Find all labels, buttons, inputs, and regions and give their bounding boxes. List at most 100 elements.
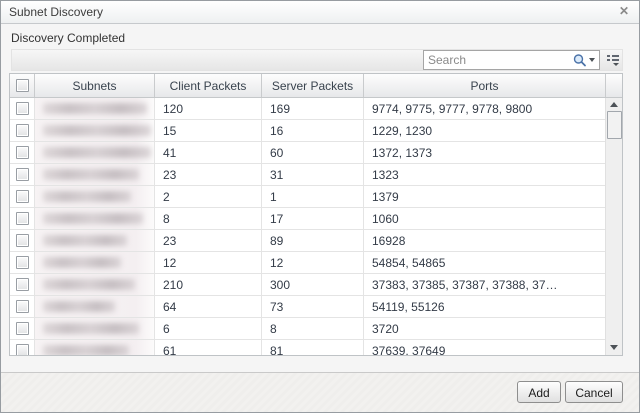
cell-ports: 1229, 1230 [372, 123, 433, 138]
cell-server-packets: 81 [262, 340, 364, 355]
row-checkbox[interactable] [15, 124, 29, 137]
cell-client-packets: 2 [155, 186, 262, 207]
scroll-up-button[interactable] [606, 98, 622, 110]
cell-server-packets: 16 [262, 120, 364, 141]
cell-client-packets: 8 [155, 208, 262, 229]
cell-client-packets: 6 [155, 318, 262, 339]
subnet-blurred-text [43, 169, 139, 180]
cell-client-packets: 210 [155, 274, 262, 295]
footer: Add Cancel [1, 373, 639, 412]
header-select-all-cell [10, 74, 35, 97]
subnet-table: Subnets Client Packets Server Packets Po… [9, 73, 623, 356]
select-all-checkbox[interactable] [15, 79, 29, 92]
status-text: Discovery Completed [11, 31, 126, 45]
table-row[interactable]: 2 1 1379 [10, 186, 622, 208]
row-checkbox[interactable] [15, 300, 29, 313]
row-checkbox[interactable] [15, 278, 29, 291]
table-row[interactable]: 12 12 54854, 54865 [10, 252, 622, 274]
header-subnets-label: Subnets [72, 78, 117, 93]
cell-ports: 1372, 1373 [372, 145, 433, 160]
header-ports[interactable]: Ports [364, 74, 606, 97]
subnet-blurred-text [43, 235, 127, 246]
cell-server-packets: 73 [262, 296, 364, 317]
cell-ports: 37383, 37385, 37387, 37388, 37… [372, 277, 558, 292]
table-row[interactable]: 23 89 16928 [10, 230, 622, 252]
table-body: 120 169 9774, 9775, 9777, 9778, 9800 15 16 12… [10, 98, 622, 355]
column-chooser-icon[interactable] [605, 53, 621, 67]
cell-client-packets: 23 [155, 164, 262, 185]
subnet-blurred-text [43, 147, 151, 158]
row-checkbox-cell [10, 318, 35, 339]
table-row[interactable]: 61 81 37639, 37649 [10, 340, 622, 355]
cell-server-packets: 300 [262, 274, 364, 295]
row-checkbox-cell [10, 252, 35, 273]
row-checkbox-cell [10, 230, 35, 251]
row-checkbox[interactable] [15, 168, 29, 181]
toolbar [11, 49, 623, 71]
scroll-down-button[interactable] [606, 341, 622, 353]
subnet-blurred-text [43, 213, 143, 224]
row-checkbox-cell [10, 186, 35, 207]
cell-ports: 54119, 55126 [372, 299, 445, 314]
row-checkbox[interactable] [15, 190, 29, 203]
cell-subnet [35, 230, 155, 251]
close-icon[interactable]: ✕ [618, 4, 630, 18]
table-row[interactable]: 210 300 37383, 37385, 37387, 37388, 37… [10, 274, 622, 296]
header-client-packets[interactable]: Client Packets [155, 74, 262, 97]
cancel-button[interactable]: Cancel [565, 381, 623, 403]
search-input[interactable] [424, 53, 572, 67]
row-checkbox[interactable] [15, 322, 29, 335]
row-checkbox[interactable] [15, 146, 29, 159]
cell-client-packets: 61 [155, 340, 262, 355]
cell-ports: 1060 [372, 211, 399, 226]
cell-server-packets: 1 [262, 186, 364, 207]
cell-subnet [35, 208, 155, 229]
cell-subnet [35, 186, 155, 207]
header-server-packets[interactable]: Server Packets [262, 74, 364, 97]
search-options-chevron-down-icon[interactable] [589, 58, 595, 62]
cell-subnet [35, 318, 155, 339]
row-checkbox-cell [10, 142, 35, 163]
table-row[interactable]: 23 31 1323 [10, 164, 622, 186]
table-row[interactable]: 41 60 1372, 1373 [10, 142, 622, 164]
cell-server-packets: 89 [262, 230, 364, 251]
table-row[interactable]: 15 16 1229, 1230 [10, 120, 622, 142]
table-row[interactable]: 120 169 9774, 9775, 9777, 9778, 9800 [10, 98, 622, 120]
cell-subnet [35, 296, 155, 317]
table-row[interactable]: 6 8 3720 [10, 318, 622, 340]
window-title: Subnet Discovery [9, 5, 104, 19]
vertical-scrollbar[interactable] [605, 98, 622, 355]
table-row[interactable]: 64 73 54119, 55126 [10, 296, 622, 318]
header-scrollbar-spacer [606, 74, 622, 97]
cell-client-packets: 23 [155, 230, 262, 251]
subnet-blurred-text [43, 191, 131, 202]
row-checkbox[interactable] [15, 344, 29, 355]
add-button[interactable]: Add [517, 381, 561, 403]
row-checkbox[interactable] [15, 234, 29, 247]
search-icon[interactable] [572, 53, 587, 68]
cell-ports: 54854, 54865 [372, 255, 446, 270]
cell-subnet [35, 252, 155, 273]
cell-server-packets: 12 [262, 252, 364, 273]
header-server-packets-label: Server Packets [271, 78, 354, 93]
cell-ports: 1323 [372, 167, 399, 182]
cell-subnet [35, 120, 155, 141]
cell-client-packets: 41 [155, 142, 262, 163]
title-bar: Subnet Discovery ✕ [1, 1, 639, 24]
table-header-row: Subnets Client Packets Server Packets Po… [10, 74, 622, 98]
cell-server-packets: 31 [262, 164, 364, 185]
row-checkbox[interactable] [15, 256, 29, 269]
scroll-thumb[interactable] [607, 111, 622, 139]
row-checkbox-cell [10, 208, 35, 229]
cell-client-packets: 12 [155, 252, 262, 273]
cell-server-packets: 60 [262, 142, 364, 163]
row-checkbox[interactable] [15, 102, 29, 115]
cell-ports: 3720 [372, 321, 399, 336]
header-subnets[interactable]: Subnets [35, 74, 155, 97]
row-checkbox[interactable] [15, 212, 29, 225]
subnet-blurred-text [43, 125, 151, 136]
table-row[interactable]: 8 17 1060 [10, 208, 622, 230]
cell-subnet [35, 340, 155, 355]
cell-client-packets: 120 [155, 98, 262, 119]
